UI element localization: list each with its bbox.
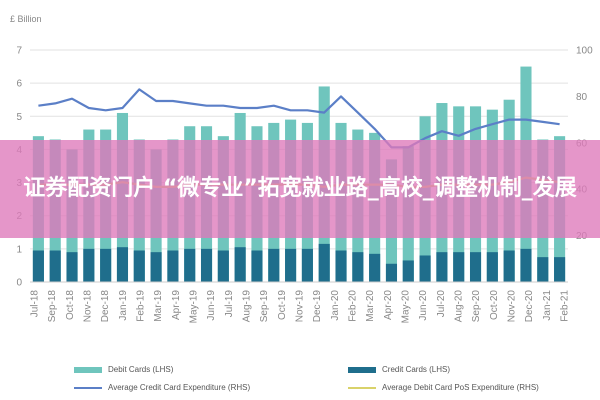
x-tick-label: Jul-19 [224,290,235,318]
x-tick-label: Jan-19 [118,290,129,321]
legend: Debit Cards (LHS) Credit Cards (LHS) Ave… [30,355,590,400]
bar-credit-cards [116,247,129,282]
x-tick-label: Feb-21 [560,290,571,322]
bar-credit-cards [49,250,61,282]
bar-credit-cards [100,248,112,282]
x-tick-label: Sep-19 [259,290,270,323]
x-tick-label: Apr-20 [383,290,394,320]
bar-credit-cards [554,257,566,282]
overlay-title: 证券配资门户 “微专业”拓宽就业路_高校_调整机制_发展 [23,176,577,201]
bar-credit-cards [167,250,179,282]
bar-credit-cards [318,243,330,282]
bar-credit-cards [402,260,414,282]
bar-credit-cards [436,252,448,282]
bar-credit-cards [133,250,145,282]
x-tick-label: Jan-20 [330,290,341,321]
x-tick-label: Dec-20 [524,290,535,323]
bar-credit-cards [335,250,347,282]
line-avg-credit-card-expenditure [38,88,560,149]
bar-credit-cards [352,252,364,282]
x-tick-label: Dec-18 [100,290,111,323]
y-left-tick-label: 6 [16,79,22,90]
overlay-banner: 证券配资门户 “微专业”拓宽就业路_高校_调整机制_发展 [0,140,600,238]
legend-item-avg-credit: Average Credit Card Expenditure (RHS) [74,383,250,392]
legend-swatch-avg-credit [74,386,102,389]
bar-credit-cards [301,248,313,282]
bar-credit-cards [83,248,95,282]
x-tick-label: Jan-21 [542,290,553,321]
bar-credit-cards [369,253,381,282]
y-left-tick-label: 7 [16,46,22,57]
x-tick-label: May-20 [401,290,412,324]
legend-swatch-avg-debit [348,386,376,389]
bar-credit-cards [537,257,549,282]
legend-swatch-debit [74,366,102,373]
bar-credit-cards [66,252,78,282]
x-tick-label: Jul-20 [436,290,447,318]
legend-item-avg-debit: Average Debit Card PoS Expenditure (RHS) [348,383,539,392]
x-tick-label: May-19 [189,290,200,324]
x-tick-label: Dec-19 [312,290,323,323]
x-tick-label: Oct-19 [277,290,288,320]
bar-credit-cards [184,248,196,282]
legend-swatch-credit [348,366,376,373]
x-tick-label: Sep-18 [47,290,58,323]
y-left-tick-label: 5 [16,112,22,123]
y-right-tick-label: 80 [576,92,588,103]
bar-credit-cards [469,252,482,282]
bar-credit-cards [453,252,465,282]
bar-credit-cards [150,252,162,282]
x-tick-label: Jun-19 [206,290,217,321]
x-tick-label: Aug-19 [242,290,253,323]
bar-credit-cards [285,248,297,282]
x-tick-label: Mar-20 [365,290,376,322]
y-left-tick-label: 0 [16,278,22,289]
x-tick-label: Sep-20 [471,290,482,323]
bar-credit-cards [419,255,431,282]
x-tick-label: Feb-19 [136,290,147,322]
x-tick-label: Nov-18 [83,290,94,323]
x-tick-label: Apr-19 [171,290,182,320]
x-tick-label: Mar-19 [153,290,164,322]
bar-credit-cards [251,250,263,282]
legend-label-debit: Debit Cards (LHS) [108,365,174,374]
bar-credit-cards [217,250,229,282]
bar-credit-cards [32,250,44,282]
x-tick-label: Nov-20 [507,290,518,323]
bar-credit-cards [200,248,213,282]
y-right-tick-label: 100 [576,46,593,57]
legend-item-credit: Credit Cards (LHS) [348,365,450,374]
x-tick-label: Jun-20 [418,290,429,321]
legend-item-debit: Debit Cards (LHS) [74,365,173,374]
bar-credit-cards [385,263,398,282]
x-tick-label: Aug-20 [454,290,465,323]
x-tick-label: Oct-20 [489,290,500,320]
bar-credit-cards [486,252,498,282]
bar-credit-cards [234,247,246,282]
bar-credit-cards [268,248,280,282]
x-tick-label: Oct-18 [65,290,76,320]
legend-label-credit: Credit Cards (LHS) [382,365,451,374]
x-tick-label: Nov-19 [295,290,306,323]
bar-credit-cards [520,248,532,282]
bar-credit-cards [503,250,515,282]
axes: 0123456720406080100Jul-18Sep-18Oct-18Nov… [16,46,593,324]
left-axis-unit: £ Billion [10,14,42,24]
x-tick-label: Jul-18 [30,290,41,318]
legend-label-avg-debit: Average Debit Card PoS Expenditure (RHS) [382,383,539,392]
y-left-tick-label: 1 [16,244,22,255]
legend-label-avg-credit: Average Credit Card Expenditure (RHS) [108,383,251,392]
x-tick-label: Feb-20 [348,290,359,322]
